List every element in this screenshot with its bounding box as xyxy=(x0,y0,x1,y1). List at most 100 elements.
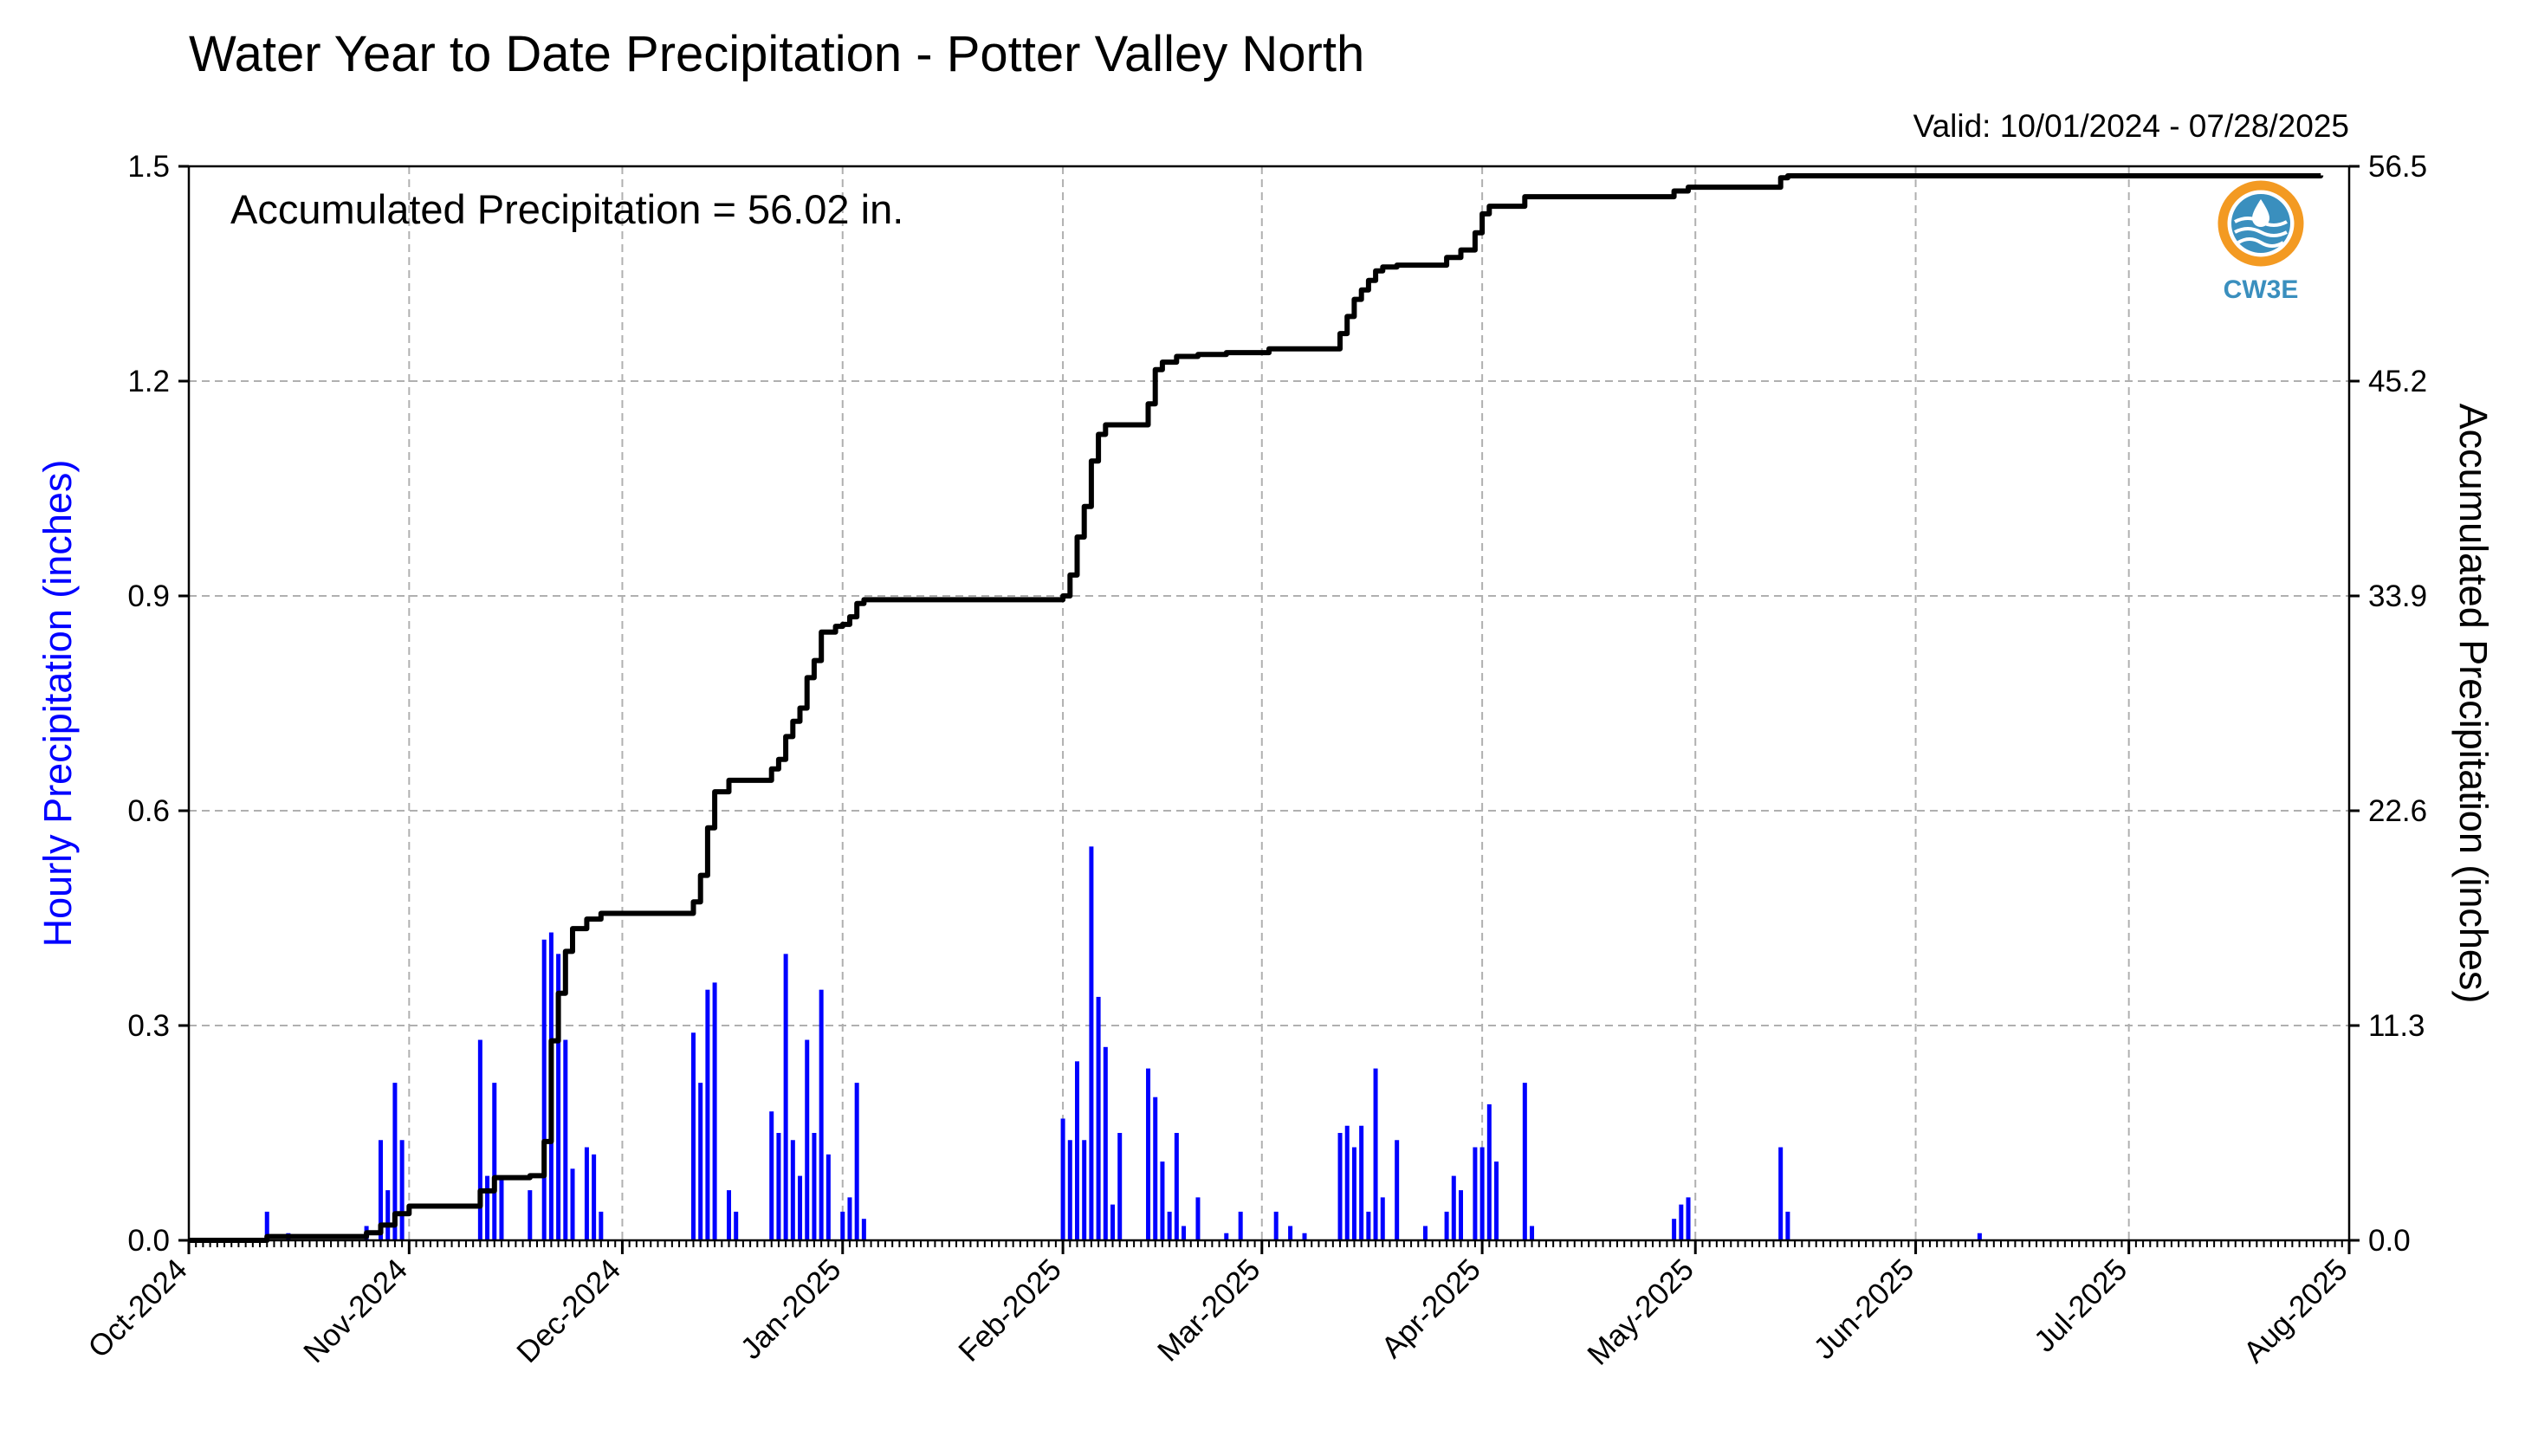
precip-bar xyxy=(1273,1211,1279,1240)
precip-bar xyxy=(1195,1197,1201,1240)
right-y-tick-label: 11.3 xyxy=(2368,1009,2425,1043)
precip-bar xyxy=(1238,1211,1243,1240)
precip-bar xyxy=(1373,1068,1378,1240)
precip-bar xyxy=(264,1211,269,1240)
precip-bar xyxy=(798,1175,803,1240)
precip-bar xyxy=(1778,1147,1784,1240)
precip-bar xyxy=(805,1039,810,1240)
left-y-tick-label: 0.9 xyxy=(127,579,170,613)
left-y-axis-label: Hourly Precipitation (inches) xyxy=(36,460,80,948)
precip-bar xyxy=(477,1039,482,1240)
logo-text: CW3E xyxy=(2224,275,2299,304)
precip-bar xyxy=(1302,1233,1307,1240)
precip-bar xyxy=(712,982,717,1240)
precip-bar xyxy=(1351,1147,1356,1240)
precip-bar xyxy=(1473,1147,1478,1240)
left-y-tick-label: 1.2 xyxy=(127,365,170,398)
precip-bar xyxy=(1182,1226,1187,1240)
precip-bar xyxy=(1459,1190,1464,1240)
precip-bar xyxy=(1494,1162,1499,1240)
precip-bar xyxy=(528,1190,533,1240)
precip-bar xyxy=(783,954,788,1240)
precip-bar xyxy=(698,1083,703,1240)
chart-title: Water Year to Date Precipitation - Potte… xyxy=(189,26,1364,82)
precip-bar xyxy=(1074,1061,1079,1240)
precip-bar xyxy=(1224,1233,1229,1240)
hourly-precipitation-bars xyxy=(264,846,1982,1240)
accumulated-line xyxy=(189,173,2324,1243)
left-y-tick-label: 0.0 xyxy=(127,1224,170,1258)
precip-bar xyxy=(379,1140,384,1240)
right-y-tick-label: 56.5 xyxy=(2368,150,2427,184)
right-y-tick-label: 0.0 xyxy=(2368,1224,2411,1258)
precip-bar xyxy=(1167,1211,1172,1240)
precip-bar xyxy=(541,939,547,1240)
precip-bar xyxy=(1160,1162,1165,1240)
precip-bar xyxy=(1344,1125,1350,1240)
precip-bar xyxy=(825,1154,831,1240)
precip-bar xyxy=(556,954,561,1240)
precip-bar xyxy=(1089,846,1094,1240)
precip-bar xyxy=(485,1175,490,1240)
precip-bar xyxy=(1422,1226,1428,1240)
precip-bar xyxy=(861,1219,866,1240)
precip-bar xyxy=(734,1211,739,1240)
logo-drop-icon xyxy=(2252,199,2269,227)
precip-bar xyxy=(1146,1068,1151,1240)
right-y-axis-label: Accumulated Precipitation (inches) xyxy=(2451,404,2496,1004)
precip-bar xyxy=(1451,1175,1456,1240)
right-y-tick-label: 22.6 xyxy=(2368,794,2427,828)
precip-bar xyxy=(1103,1046,1108,1240)
precip-bar xyxy=(769,1111,774,1240)
precip-bar xyxy=(385,1190,391,1240)
left-y-tick-label: 0.3 xyxy=(127,1009,170,1043)
left-y-tick-label: 1.5 xyxy=(127,150,170,184)
precip-bar xyxy=(1486,1103,1492,1240)
accumulated-precipitation-line xyxy=(189,173,2324,1243)
precip-bar xyxy=(1096,996,1101,1240)
precip-bar xyxy=(584,1147,589,1240)
precip-bar xyxy=(1067,1140,1072,1240)
precip-bar xyxy=(812,1133,817,1240)
cw3e-logo: CW3E xyxy=(2217,180,2304,304)
precip-bar xyxy=(690,1032,696,1240)
precip-bar xyxy=(1110,1204,1116,1240)
precip-bar xyxy=(1479,1147,1485,1240)
right-y-tick-label: 45.2 xyxy=(2368,365,2427,398)
precip-bar xyxy=(1686,1197,1691,1240)
precip-bar xyxy=(1288,1226,1293,1240)
precip-bar xyxy=(570,1168,575,1240)
precip-bar xyxy=(1060,1118,1065,1240)
precip-bar xyxy=(854,1083,859,1240)
right-y-tick-label: 33.9 xyxy=(2368,579,2427,613)
precip-bar xyxy=(1366,1211,1371,1240)
precip-bar xyxy=(599,1211,604,1240)
precip-bar xyxy=(392,1083,398,1240)
precip-bar xyxy=(563,1039,568,1240)
precip-bar xyxy=(399,1140,405,1240)
precip-bar xyxy=(1522,1083,1527,1240)
precip-bar xyxy=(592,1154,597,1240)
precip-bar xyxy=(1117,1133,1123,1240)
precip-bar xyxy=(840,1211,845,1240)
precip-bar xyxy=(776,1133,781,1240)
precip-bar xyxy=(1380,1197,1385,1240)
precip-bar xyxy=(1679,1204,1684,1240)
precip-bar xyxy=(1530,1226,1535,1240)
precip-bar xyxy=(705,989,710,1240)
precip-bar xyxy=(1444,1211,1449,1240)
precip-bar xyxy=(1082,1140,1087,1240)
valid-date-range: Valid: 10/01/2024 - 07/28/2025 xyxy=(1913,108,2349,144)
precip-bar xyxy=(790,1140,795,1240)
precip-bar xyxy=(819,989,824,1240)
precip-bar xyxy=(1672,1219,1677,1240)
precip-bar xyxy=(1785,1211,1790,1240)
precip-bar xyxy=(727,1190,731,1240)
precip-bar xyxy=(499,1175,504,1240)
precip-bar xyxy=(1359,1125,1364,1240)
accumulated-total-annotation: Accumulated Precipitation = 56.02 in. xyxy=(230,186,903,232)
precip-bar xyxy=(492,1083,497,1240)
precip-bar xyxy=(1337,1133,1343,1240)
precip-bar xyxy=(1174,1133,1179,1240)
